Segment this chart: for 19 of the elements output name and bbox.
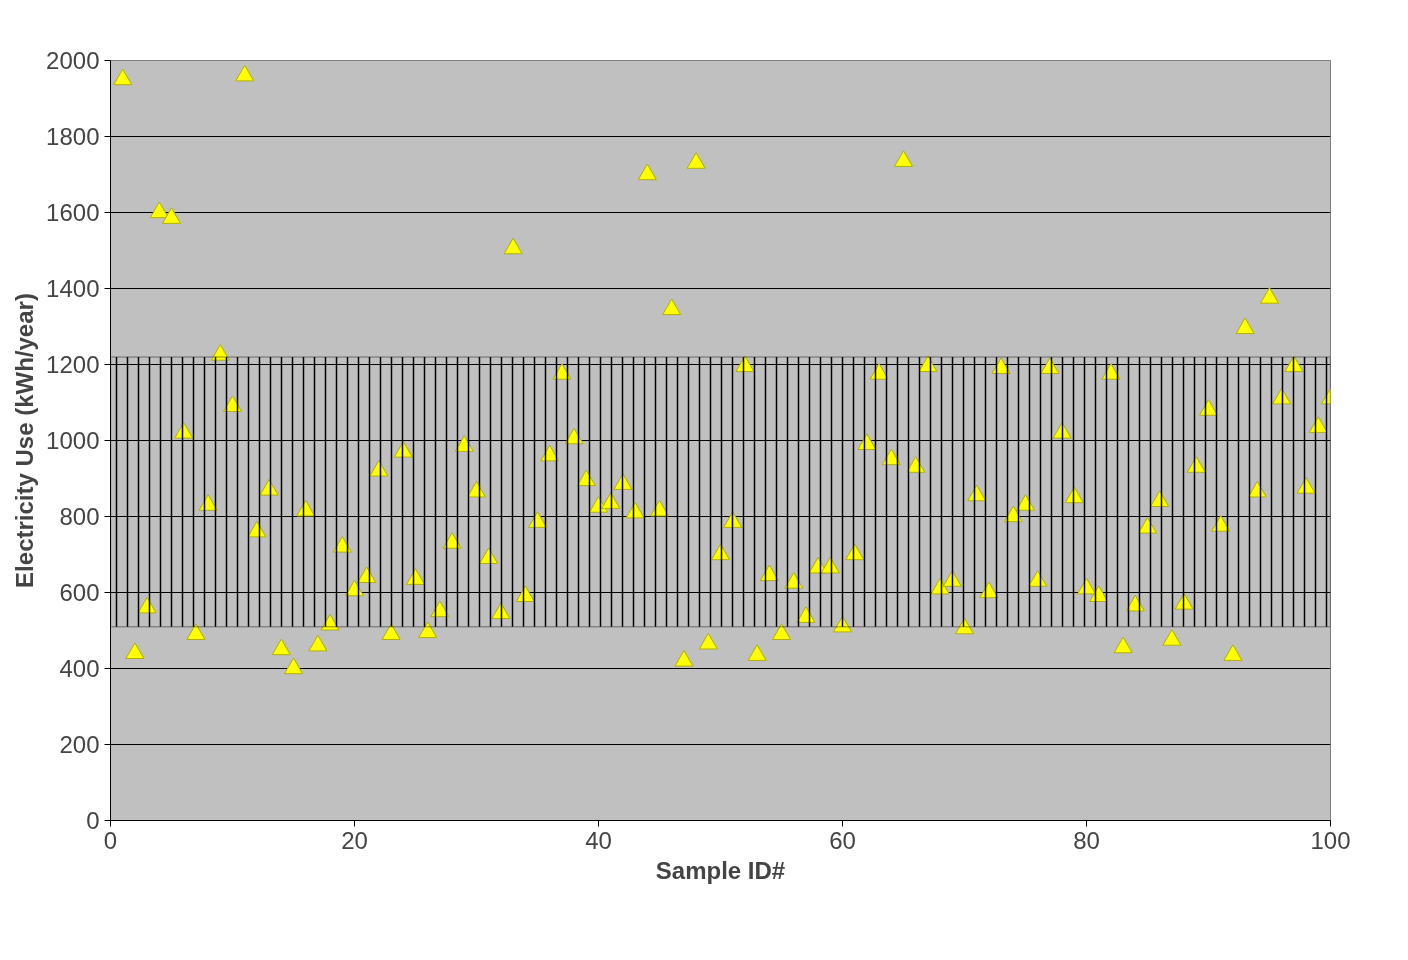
y-axis-title: Electricity Use (kWh/year) — [11, 293, 39, 588]
y-tick-label: 0 — [86, 807, 100, 834]
y-tick-label: 800 — [59, 503, 100, 530]
x-tick-label: 40 — [585, 826, 612, 854]
y-tick-label: 1200 — [46, 351, 100, 378]
y-tick-label: 2000 — [46, 47, 100, 74]
x-tick-label: 0 — [103, 826, 118, 854]
x-tick-label: 20 — [341, 826, 368, 854]
y-tick-label: 600 — [59, 579, 100, 606]
y-tick-label: 1800 — [46, 123, 100, 150]
x-tick-label: 80 — [1073, 826, 1100, 854]
x-tick-label: 100 — [1310, 826, 1351, 854]
y-tick-label: 1600 — [46, 199, 100, 226]
x-axis-title: Sample ID# — [655, 856, 786, 884]
y-tick-label: 200 — [59, 731, 100, 758]
y-tick-label: 1000 — [46, 427, 100, 454]
x-tick-label: 60 — [829, 826, 856, 854]
y-tick-label: 1400 — [46, 275, 100, 302]
y-tick-label: 400 — [59, 655, 100, 682]
